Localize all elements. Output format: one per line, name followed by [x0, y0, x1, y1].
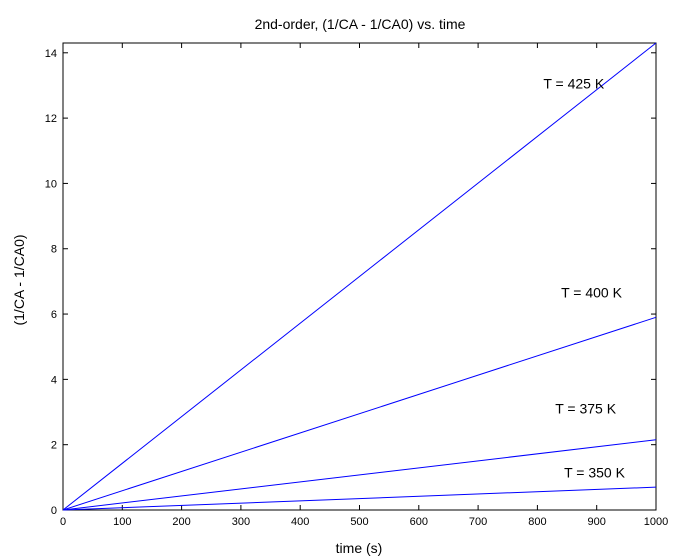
y-axis: 0 2 4 6 8 10 12 14	[45, 48, 656, 517]
y-tick-label: 8	[51, 244, 57, 256]
series-annotation: T = 350 K	[564, 464, 626, 480]
x-axis: 0 100 200 300 400 500 600 700 800 900 1000	[60, 43, 668, 528]
x-tick-label: 400	[291, 516, 309, 528]
series-line-2	[62, 316, 657, 511]
y-tick-label: 12	[45, 113, 57, 125]
series-line-4	[62, 486, 657, 511]
y-axis-label: (1/CA - 1/CA0)	[11, 234, 27, 325]
x-tick-label: 200	[172, 516, 190, 528]
x-tick-label: 100	[113, 516, 131, 528]
x-axis-label: time (s)	[336, 540, 383, 556]
x-tick-label: 300	[232, 516, 250, 528]
y-tick-label: 2	[51, 440, 57, 452]
y-tick-label: 4	[51, 374, 57, 386]
series-annotation: T = 375 K	[555, 401, 617, 417]
x-tick-label: 600	[410, 516, 428, 528]
series-line-3	[62, 439, 657, 511]
x-tick-label: 500	[350, 516, 368, 528]
chart-title: 2nd-order, (1/CA - 1/CA0) vs. time	[255, 16, 466, 32]
y-tick-label: 0	[51, 505, 57, 517]
y-tick-label: 14	[45, 48, 57, 60]
x-tick-label: 1000	[644, 516, 668, 528]
x-tick-label: 900	[588, 516, 606, 528]
series-line-1	[62, 42, 657, 511]
x-tick-label: 0	[60, 516, 66, 528]
series-annotation: T = 400 K	[561, 285, 623, 301]
x-tick-label: 700	[469, 516, 487, 528]
series-lines	[62, 42, 657, 511]
y-tick-label: 10	[45, 178, 57, 190]
y-tick-label: 6	[51, 309, 57, 321]
series-annotation: T = 425 K	[543, 76, 605, 92]
x-tick-label: 800	[528, 516, 546, 528]
annotations: T = 425 K T = 400 K T = 375 K T = 350 K	[543, 76, 625, 481]
